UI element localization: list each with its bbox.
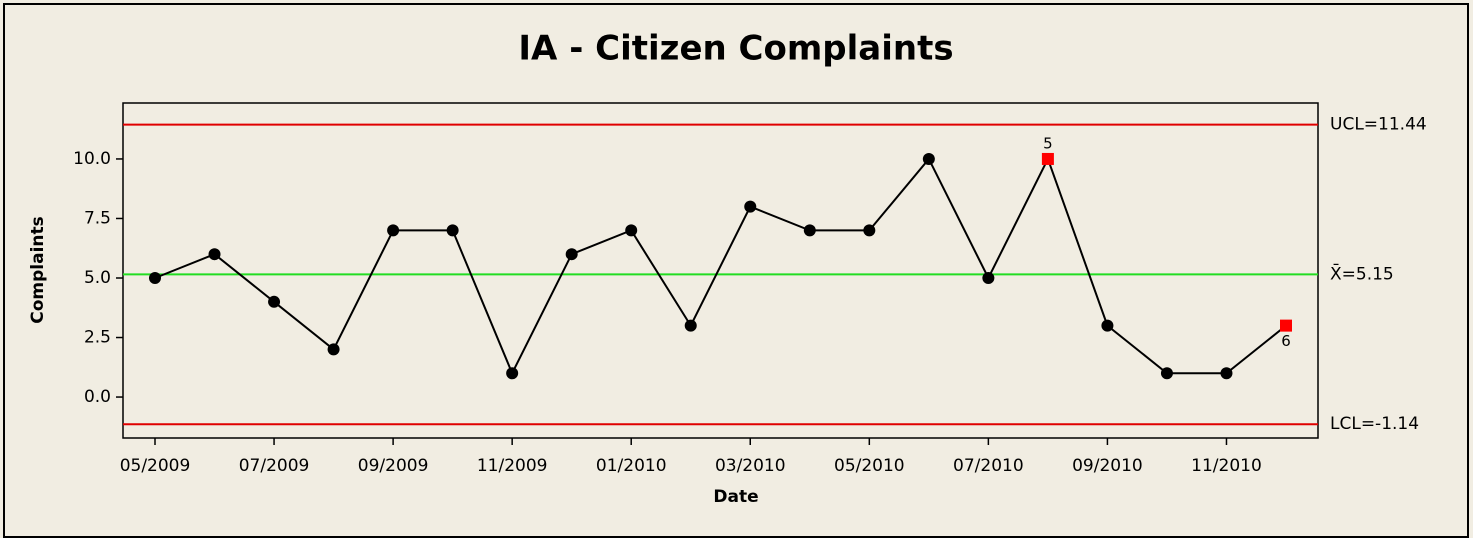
chart-title: IA - Citizen Complaints: [518, 29, 953, 69]
data-point: [982, 272, 995, 284]
data-point: [684, 319, 697, 332]
x-tick-label: 05/2010: [834, 456, 905, 476]
x-tick-label: 01/2010: [596, 456, 667, 476]
data-point: [446, 224, 459, 237]
data-point: [506, 367, 519, 380]
x-tick-label: 03/2010: [715, 456, 786, 476]
data-point: [208, 248, 221, 261]
data-point: [863, 224, 876, 237]
y-tick-label: 10.0: [73, 149, 111, 169]
control-line-label: X̄=5.15: [1330, 262, 1394, 284]
x-tick-label: 05/2009: [120, 456, 191, 476]
x-tick-label: 09/2010: [1072, 456, 1143, 476]
y-tick-label: 7.5: [84, 208, 111, 228]
data-point: [327, 343, 340, 356]
data-line: [154, 156, 1287, 376]
y-axis-label: Complaints: [28, 216, 48, 324]
data-point: [1160, 367, 1173, 380]
data-point: [1220, 367, 1233, 380]
x-tick-label: 07/2009: [239, 456, 310, 476]
data-point: [149, 272, 161, 284]
data-point: [268, 295, 281, 308]
data-point: [625, 224, 638, 237]
y-tick-label: 2.5: [84, 328, 111, 348]
flagged-point: [1041, 152, 1054, 165]
control-line-label: LCL=-1.14: [1330, 414, 1419, 434]
data-point: [1101, 319, 1114, 332]
plot-frame: [122, 102, 1319, 439]
point-label: 5: [1043, 134, 1053, 152]
chart-frame: [3, 3, 1469, 538]
x-tick-label: 11/2010: [1191, 456, 1262, 476]
data-point: [387, 224, 400, 237]
control-line-label: UCL=11.44: [1330, 115, 1427, 135]
flagged-point: [1280, 319, 1292, 332]
y-tick-label: 0.0: [84, 387, 111, 407]
data-point: [744, 200, 757, 213]
point-label: 6: [1281, 332, 1291, 350]
x-tick-label: 11/2009: [477, 456, 548, 476]
x-tick-label: 07/2010: [953, 456, 1024, 476]
x-tick-label: 09/2009: [358, 456, 429, 476]
data-point: [803, 224, 816, 237]
data-point: [565, 248, 578, 261]
y-tick-label: 5.0: [84, 268, 111, 288]
data-point: [922, 152, 935, 165]
x-axis-label: Date: [713, 487, 758, 507]
